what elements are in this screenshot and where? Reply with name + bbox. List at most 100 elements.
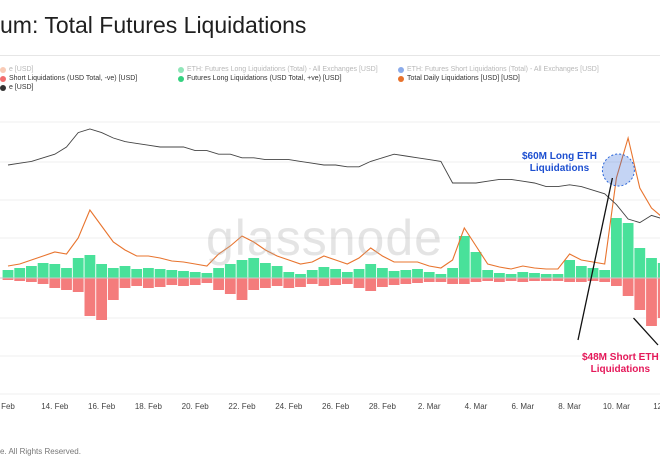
legend-dot-icon — [178, 66, 184, 73]
short-bar — [634, 278, 646, 310]
long-bar — [482, 270, 494, 278]
short-bar — [482, 278, 494, 281]
legend-label: e [USD] — [9, 66, 34, 73]
long-bar — [201, 273, 213, 278]
short-bar — [2, 278, 14, 280]
long-bar — [353, 269, 365, 278]
long-bar — [634, 248, 646, 278]
short-bar — [564, 278, 575, 282]
x-tick-label: 24. Feb — [275, 402, 303, 411]
legend-label: Short Liquidations (USD Total, -ve) [USD… — [9, 75, 138, 82]
long-bar — [423, 272, 435, 278]
short-bar — [154, 278, 166, 287]
short-bar — [599, 278, 611, 282]
long-bar — [341, 272, 353, 278]
long-bar — [611, 218, 622, 278]
short-bar — [96, 278, 107, 320]
legend: e [USD] ETH: Futures Long Liquidations (… — [0, 66, 660, 96]
long-liquidations-highlight-circle — [601, 153, 635, 187]
x-tick-label: 18. Feb — [135, 402, 163, 411]
long-bar — [84, 255, 96, 278]
long-bar — [540, 274, 552, 278]
short-bar — [213, 278, 224, 290]
short-bar — [470, 278, 482, 282]
short-bar — [575, 278, 587, 282]
long-bar — [435, 274, 447, 278]
short-bar — [353, 278, 365, 288]
x-tick-label: Feb — [1, 402, 15, 411]
short-liquidation-bars — [2, 278, 660, 326]
long-bar — [529, 273, 540, 278]
annotation-long-liquidations: $60M Long ETH Liquidations — [522, 151, 597, 175]
short-bar — [107, 278, 119, 300]
long-bar — [213, 268, 224, 278]
short-bar — [646, 278, 657, 326]
x-tick-label: 6. Mar — [511, 402, 534, 411]
short-bar — [458, 278, 470, 284]
price-line — [7, 128, 660, 224]
annotation-long-line-2: Liquidations — [529, 163, 590, 174]
legend-item-eth-short-total[interactable]: ETH: Futures Short Liquidations (Total) … — [398, 66, 599, 73]
long-bar — [224, 264, 236, 278]
long-bar — [575, 266, 587, 278]
short-bar — [271, 278, 283, 286]
long-bar — [505, 274, 517, 278]
short-bar — [377, 278, 388, 287]
long-bar — [458, 236, 470, 278]
x-tick-label: 10. Mar — [603, 402, 630, 411]
short-bar — [84, 278, 96, 316]
annotation-arrow-short — [633, 317, 659, 346]
legend-item-price[interactable]: e [USD] — [0, 84, 34, 91]
short-bar — [178, 278, 189, 286]
annotation-short-liquidations: $48M Short ETH Liquidations — [582, 352, 659, 376]
long-bar — [622, 223, 634, 278]
long-bar — [178, 271, 189, 278]
long-bar — [49, 264, 61, 278]
long-bar — [107, 268, 119, 278]
short-bar — [611, 278, 622, 286]
long-bar — [26, 266, 37, 278]
long-bar — [143, 268, 154, 278]
short-bar — [49, 278, 61, 288]
legend-item-long-liquidations[interactable]: Futures Long Liquidations (USD Total, +v… — [178, 75, 342, 82]
short-bar — [14, 278, 26, 281]
x-tick-label: 28. Feb — [369, 402, 397, 411]
long-bar — [236, 260, 248, 278]
long-bar — [131, 269, 143, 278]
legend-item-eth-long-total[interactable]: ETH: Futures Long Liquidations (Total) -… — [178, 66, 378, 73]
short-bar — [166, 278, 178, 285]
short-bar — [306, 278, 318, 284]
x-tick-label: 12. M — [653, 402, 660, 411]
short-bar — [657, 278, 660, 318]
x-tick-label: 20. Feb — [182, 402, 210, 411]
long-bar — [166, 270, 178, 278]
legend-dot-icon — [0, 84, 6, 91]
long-bar — [248, 258, 260, 278]
legend-dot-icon — [178, 75, 184, 82]
x-tick-label: 4. Mar — [465, 402, 488, 411]
short-bar — [295, 278, 306, 287]
long-bar — [37, 263, 49, 278]
short-bar — [505, 278, 517, 281]
long-bar — [412, 269, 423, 278]
short-bar — [365, 278, 377, 291]
legend-item-total-daily-liquidations[interactable]: Total Daily Liquidations [USD] [USD] — [398, 75, 520, 82]
legend-label: ETH: Futures Short Liquidations (Total) … — [407, 66, 599, 73]
short-bar — [412, 278, 423, 283]
x-axis-ticks: Feb 14. Feb 16. Feb 18. Feb 20. Feb 22. Feb 24… — [1, 402, 660, 411]
legend-item-price-faded[interactable]: e [USD] — [0, 66, 34, 73]
short-bar — [330, 278, 341, 285]
long-bar — [96, 264, 107, 278]
long-bar — [283, 272, 295, 278]
long-bar — [377, 268, 388, 278]
long-bar — [295, 274, 306, 278]
short-bar — [143, 278, 154, 288]
short-bar — [587, 278, 599, 281]
long-liquidation-bars — [2, 218, 660, 278]
legend-dot-icon — [398, 66, 404, 73]
long-bar — [318, 267, 330, 278]
short-bar — [131, 278, 143, 286]
long-bar — [400, 270, 412, 278]
legend-item-short-liquidations[interactable]: Short Liquidations (USD Total, -ve) [USD… — [0, 75, 137, 82]
long-bar — [154, 269, 166, 278]
